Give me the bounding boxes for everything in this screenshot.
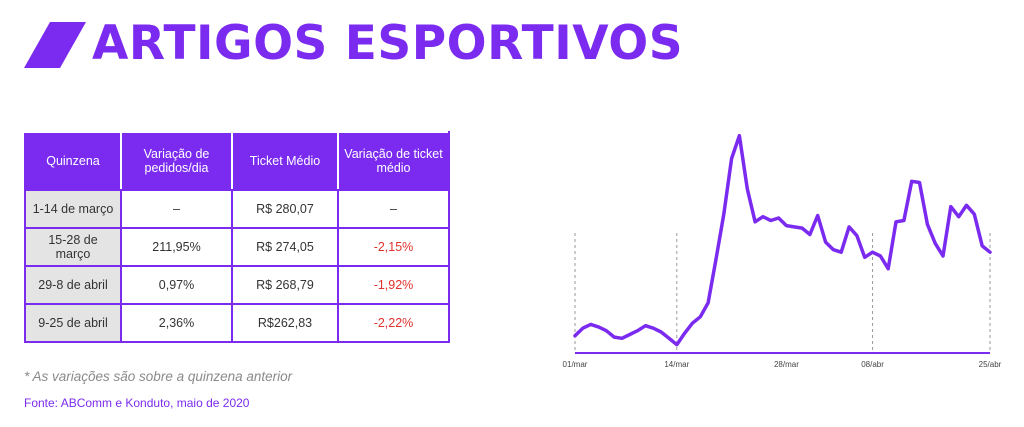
- series-line: [573, 133, 992, 347]
- row-period: 9-25 de abril: [24, 303, 122, 343]
- row-ticket: R$ 280,07: [231, 189, 339, 229]
- row-period: 1-14 de março: [24, 189, 122, 229]
- row-period: 15-28 de março: [24, 227, 122, 267]
- x-tick-label: 01/mar: [563, 360, 588, 369]
- row-ticket-variation: -2,15%: [337, 227, 450, 267]
- title-slash-mark: [24, 22, 86, 68]
- row-order-variation: 0,97%: [120, 265, 233, 305]
- row-period: 29-8 de abril: [24, 265, 122, 305]
- comparison-table: Quinzena Variação de pedidos/dia Ticket …: [24, 131, 450, 343]
- table-row: 1-14 de março – R$ 280,07 –: [24, 189, 450, 229]
- x-tick-label: 28/mar: [774, 360, 799, 369]
- row-ticket: R$262,83: [231, 303, 339, 343]
- header-ticket-medio: Ticket Médio: [231, 131, 339, 191]
- x-tick-label: 25/abr: [979, 360, 1002, 369]
- page-title: ARTIGOS ESPORTIVOS: [92, 16, 684, 71]
- row-ticket: R$ 268,79: [231, 265, 339, 305]
- row-ticket: R$ 274,05: [231, 227, 339, 267]
- row-order-variation: 211,95%: [120, 227, 233, 267]
- footnote: * As variações são sobre a quinzena ante…: [24, 369, 293, 384]
- x-tick-label: 14/mar: [664, 360, 689, 369]
- table-row: 29-8 de abril 0,97% R$ 268,79 -1,92%: [24, 265, 450, 305]
- header-variacao-ticket: Variação de ticket médio: [337, 131, 450, 191]
- row-ticket-variation: –: [337, 189, 450, 229]
- row-ticket-variation: -2,22%: [337, 303, 450, 343]
- table-row: 9-25 de abril 2,36% R$262,83 -2,22%: [24, 303, 450, 343]
- table-row: 15-28 de março 211,95% R$ 274,05 -2,15%: [24, 227, 450, 267]
- row-ticket-variation: -1,92%: [337, 265, 450, 305]
- header-variacao-pedidos: Variação de pedidos/dia: [120, 131, 233, 191]
- row-order-variation: –: [120, 189, 233, 229]
- row-order-variation: 2,36%: [120, 303, 233, 343]
- table-header-row: Quinzena Variação de pedidos/dia Ticket …: [24, 131, 450, 191]
- source-credit: Fonte: ABComm e Konduto, maio de 2020: [24, 396, 250, 410]
- header-quinzena: Quinzena: [24, 131, 122, 191]
- x-tick-label: 08/abr: [861, 360, 884, 369]
